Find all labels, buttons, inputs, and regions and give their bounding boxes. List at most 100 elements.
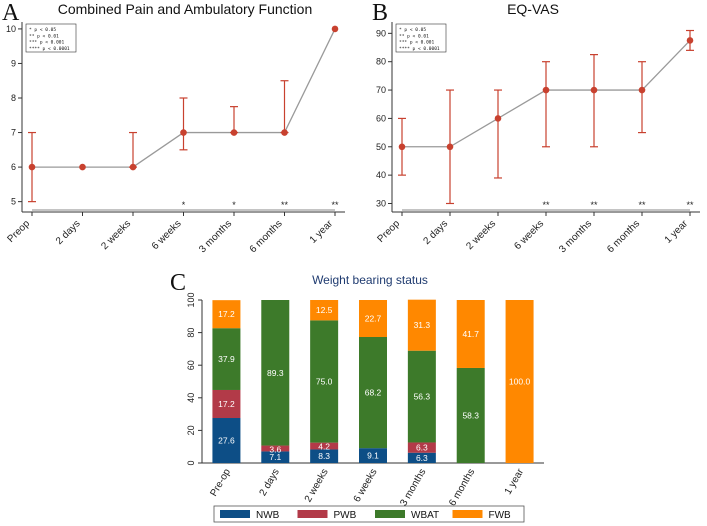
panel-c-y-tick-label: 20 — [186, 425, 196, 435]
bar-label-nwb: 9.1 — [367, 451, 379, 461]
panel-a-significance-marker: * — [182, 200, 186, 210]
legend-swatch-pwb — [297, 510, 328, 518]
panel-c-y-tick-label: 0 — [186, 460, 196, 465]
panel-b-legend-entry: * p < 0.05 — [399, 27, 426, 33]
panel-a-x-tick-label: Preop — [5, 218, 32, 245]
bar-label-fwb: 31.3 — [414, 320, 431, 330]
bar-label-wbat: 58.3 — [462, 410, 479, 420]
bar-label-wbat: 89.3 — [267, 368, 284, 378]
panel-b-data-point — [638, 86, 646, 94]
bar-segment-fwb — [505, 300, 534, 463]
legend-label-fwb: FWB — [489, 510, 512, 521]
panel-b-legend-entry: *** p < 0.001 — [399, 40, 435, 46]
bar-segment-fwb — [310, 300, 339, 321]
panel-a-x-tick-label: 6 months — [248, 218, 285, 255]
panel-a-y-tick-label: 8 — [11, 93, 16, 103]
bar-segment-wbat — [212, 328, 241, 390]
bar-segment-fwb — [456, 300, 485, 368]
bar-segment-wbat — [407, 350, 436, 443]
panel-b-significance-marker: ** — [638, 200, 646, 210]
panel-b-y-tick-label: 50 — [376, 142, 386, 152]
legend-swatch-wbat — [375, 510, 405, 518]
panel-b-significance-marker: ** — [542, 200, 550, 210]
bar-label-wbat: 68.2 — [365, 388, 382, 398]
bar-label-wbat: 75.0 — [316, 377, 333, 387]
bar-segment-pwb — [261, 445, 290, 452]
panel-a-data-point — [79, 163, 86, 171]
bar-segment-fwb — [359, 300, 387, 338]
bar-label-nwb: 8.3 — [318, 451, 330, 461]
bar-label-pwb: 6.3 — [416, 443, 428, 453]
panel-a-letter: A — [2, 0, 20, 26]
panel-b-y-tick-label: 60 — [376, 113, 386, 123]
bar-segment-nwb — [407, 452, 436, 463]
bar-label-fwb: 100.0 — [509, 377, 531, 387]
panel-c-legend — [213, 505, 525, 523]
bar-label-fwb: 17.2 — [218, 309, 235, 319]
bar-label-fwb: 41.7 — [462, 329, 479, 339]
bar-segment-wbat — [456, 367, 485, 463]
panel-a-y-tick-label: 6 — [11, 162, 16, 172]
panel-b-y-tick-label: 80 — [376, 57, 386, 67]
panel-a-significance-marker: ** — [331, 200, 339, 210]
panel-a-title: Combined Pain and Ambulatory Function — [58, 1, 312, 17]
panel-c-y-tick-label: 40 — [186, 393, 196, 403]
panel-a-significance-legend — [25, 23, 77, 53]
panel-a-y-tick-label: 10 — [6, 24, 16, 34]
panel-a-legend-entry: ** p < 0.01 — [29, 33, 59, 39]
panel-b-data-point — [494, 115, 502, 122]
panel-a-x-tick-label: 1 year — [308, 218, 336, 246]
panel-b-x-tick-label: 1 year — [663, 218, 691, 246]
legend-label-wbat: WBAT — [411, 510, 439, 521]
panel-c-letter: C — [170, 270, 186, 296]
bar-label-wbat: 37.9 — [218, 354, 235, 364]
bar-segment-fwb — [407, 299, 436, 351]
bar-label-pwb: 3.6 — [269, 445, 281, 455]
panel-a-data-point — [129, 163, 137, 171]
bar-segment-nwb — [310, 449, 339, 463]
panel-a-significance-marker: * — [232, 200, 236, 210]
panel-b-y-tick-label: 70 — [376, 85, 386, 95]
panel-c: C Weight bearing status 0 20 40 60 80 100 27.6… — [170, 270, 544, 523]
panel-c-x-tick-label: 3 months — [398, 467, 428, 508]
panel-b-x-tick-label: 6 weeks — [512, 218, 546, 252]
panel-b-x-tick-label: 2 weeks — [464, 218, 498, 252]
panel-b-y-tick-label: 40 — [376, 170, 386, 180]
legend-swatch-nwb — [220, 510, 250, 518]
bar-segment-wbat — [261, 300, 290, 446]
panel-b-data-point — [590, 86, 598, 94]
panel-a-legend-entry: **** p < 0.0001 — [29, 46, 70, 52]
panel-a-y-tick-label: 7 — [11, 128, 16, 138]
bar-segment-nwb — [212, 418, 241, 463]
bar-label-nwb: 6.3 — [416, 453, 428, 463]
panel-a-data-point — [230, 129, 238, 136]
legend-swatch-fwb — [452, 510, 483, 518]
bar-segment-fwb — [212, 300, 241, 329]
bar-label-wbat: 56.3 — [414, 392, 431, 402]
legend-label-pwb: PWB — [334, 510, 357, 521]
panel-a-x-tick-label: 3 months — [197, 218, 234, 255]
panel-b-x-tick-label: 2 days — [422, 218, 451, 247]
panel-a-y-tick-label: 5 — [11, 197, 16, 207]
panel-b-y-tick-label: 90 — [376, 28, 386, 38]
bar-segment-wbat — [359, 337, 387, 449]
panel-a-data-point — [281, 129, 288, 136]
bar-label-pwb: 4.2 — [318, 442, 330, 452]
panel-b: B EQ-VAS 30 40 50 60 70 80 90 Preop 2 days 2 week… — [372, 0, 700, 255]
panel-a-x-tick-label: 2 weeks — [99, 218, 133, 252]
panel-c-x-tick-label: 6 weeks — [352, 467, 380, 504]
panel-b-data-point — [446, 143, 454, 151]
panel-b-legend-entry: ** p < 0.01 — [399, 33, 429, 39]
panel-a-legend-entry: * p < 0.05 — [29, 27, 56, 33]
bar-label-fwb: 12.5 — [316, 305, 333, 315]
panel-b-title: EQ-VAS — [507, 1, 559, 17]
panel-a-data-point — [180, 129, 187, 136]
bar-label-fwb: 22.7 — [365, 314, 382, 324]
panel-c-x-tick-label: Pre-op — [208, 467, 233, 499]
panel-b-x-tick-label: Preop — [375, 218, 402, 245]
panel-c-y-tick-label: 80 — [186, 328, 196, 338]
panel-c-y-tick-label: 60 — [186, 360, 196, 370]
panel-b-legend-entry: **** p < 0.0001 — [399, 46, 440, 52]
bar-segment-pwb — [310, 442, 339, 450]
